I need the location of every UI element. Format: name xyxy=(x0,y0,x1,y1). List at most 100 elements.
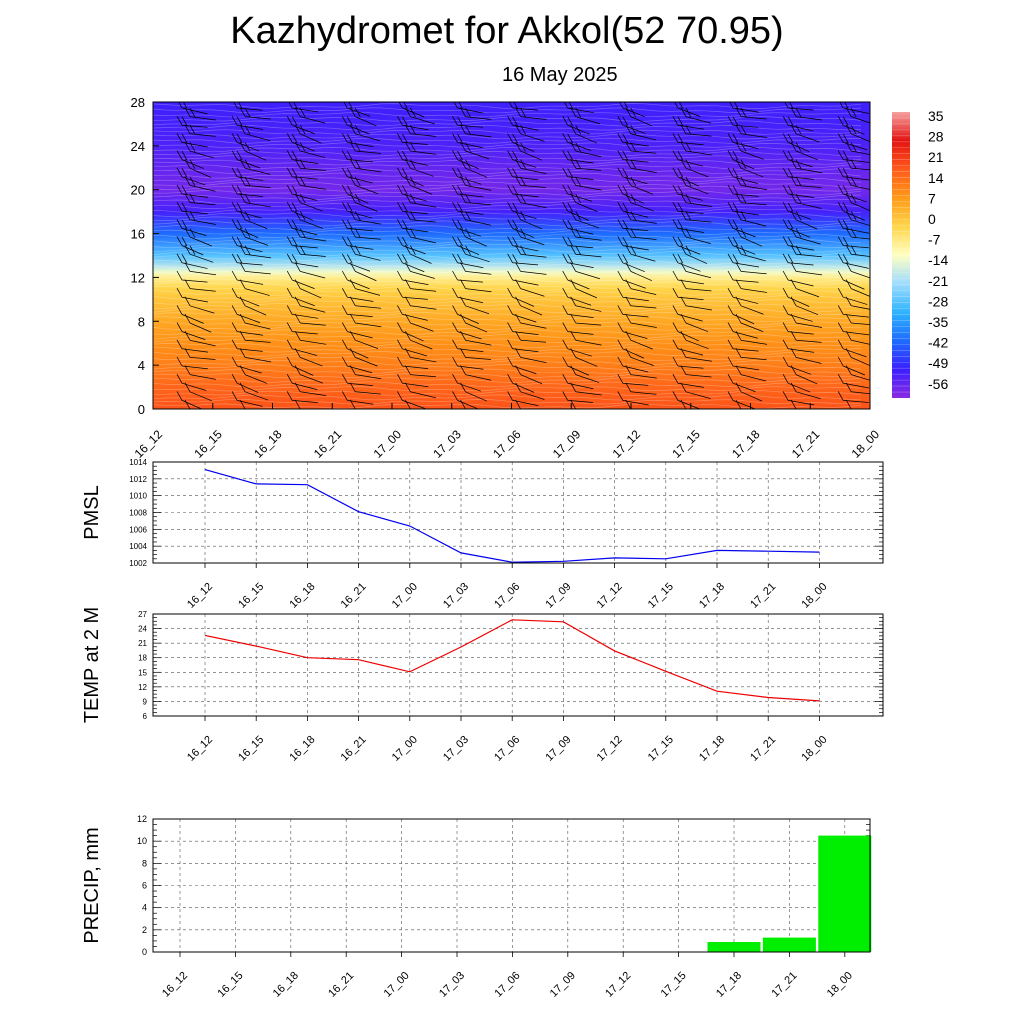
wind-barb-shaft xyxy=(465,236,487,247)
wind-barb-flag xyxy=(410,176,416,187)
wind-barb-shaft xyxy=(300,185,327,190)
wind-barb-shaft xyxy=(520,167,547,174)
isotherm-contour xyxy=(153,255,862,262)
wind-barb-flag xyxy=(740,125,747,135)
wind-barb-flag xyxy=(452,322,458,332)
wind-barb-shaft xyxy=(465,253,490,263)
wind-barb-shaft xyxy=(410,219,436,223)
wind-barb-shaft xyxy=(575,167,602,171)
wind-barb-flag xyxy=(782,253,789,263)
wind-barb-flag xyxy=(244,245,251,255)
wind-barb-flag xyxy=(405,399,411,409)
wind-barb-flag xyxy=(397,184,403,195)
wind-barb-flag xyxy=(349,296,356,306)
wind-barb-flag xyxy=(567,116,574,126)
wind-barb-flag xyxy=(402,219,408,230)
wind-barb-flag xyxy=(622,254,629,264)
wind-barb-shaft xyxy=(181,262,208,269)
y-tick-label: 0 xyxy=(142,947,147,957)
wind-barb-shaft xyxy=(292,314,319,319)
wind-barb-flag xyxy=(727,339,734,349)
wind-barb-flag xyxy=(790,124,797,134)
wind-barb-flag xyxy=(231,322,238,332)
wind-barb-flag xyxy=(405,382,411,392)
wind-barb-flag xyxy=(842,254,849,264)
wind-barb-flag xyxy=(465,125,471,135)
wind-barb-flag xyxy=(512,168,518,178)
wind-barb-shaft xyxy=(630,116,653,127)
x-tick-label: 17_18 xyxy=(697,734,727,764)
wind-barb-shaft xyxy=(795,391,821,400)
wind-barb-flag xyxy=(685,211,692,221)
wind-barb-flag xyxy=(567,202,574,212)
wind-barb-flag xyxy=(238,102,243,109)
wind-barb-flag xyxy=(176,236,183,246)
wind-barb-shaft xyxy=(685,253,708,264)
isotherm-contour xyxy=(153,233,862,240)
wind-barb-flag xyxy=(740,228,747,238)
plot-area xyxy=(153,614,883,716)
x-tick-label: 16_21 xyxy=(339,734,369,764)
wind-barb-flag xyxy=(782,150,789,160)
wind-barb-shaft xyxy=(181,193,208,198)
wind-barb-shaft xyxy=(685,116,711,124)
wind-barb-flag xyxy=(837,270,844,281)
wind-barb-flag xyxy=(837,150,844,160)
wind-barb-flag xyxy=(790,245,797,255)
wind-barb-flag xyxy=(294,193,301,203)
wind-barb-flag xyxy=(236,133,243,144)
wind-barb-shaft xyxy=(851,305,870,310)
wind-barb-shaft xyxy=(300,374,323,384)
wind-barb-shaft xyxy=(788,279,814,287)
wind-barb-flag xyxy=(460,159,466,169)
wind-barb-flag xyxy=(680,331,687,341)
wind-barb-flag xyxy=(515,245,521,255)
wind-barb-flag xyxy=(839,102,844,109)
wind-barb-flag xyxy=(405,107,411,117)
wind-barb-flag xyxy=(790,313,797,324)
wind-barb-shaft xyxy=(520,322,547,329)
wind-barb-flag xyxy=(625,176,632,186)
wind-barb-shaft xyxy=(732,365,760,371)
y-tick-label: 12 xyxy=(137,814,147,824)
wind-barb-shaft xyxy=(843,314,869,318)
wind-barb-flag xyxy=(735,348,742,358)
wind-barb-shaft xyxy=(732,124,759,128)
wind-barb-flag xyxy=(562,236,569,246)
wind-barb-flag xyxy=(507,305,513,315)
wind-barb-flag xyxy=(837,167,844,177)
wind-barb-shaft xyxy=(457,124,483,128)
wind-barb-shaft xyxy=(622,365,649,373)
wind-barb-flag xyxy=(184,296,191,306)
isotherm-contour xyxy=(153,324,862,331)
wind-barb-shaft xyxy=(630,271,653,282)
wind-barb-shaft xyxy=(457,348,484,352)
wind-barb-flag xyxy=(567,219,574,230)
wind-barb-flag xyxy=(622,116,629,126)
isotherm-contour xyxy=(153,185,862,192)
wind-barb-flag xyxy=(341,288,348,298)
wind-barb-flag xyxy=(402,185,408,195)
wind-barb-shaft xyxy=(410,305,437,310)
wind-barb-flag xyxy=(299,176,306,187)
wind-barb-flag xyxy=(184,262,191,272)
wind-barb-flag xyxy=(567,185,574,195)
wind-barb-flag xyxy=(397,356,403,367)
wind-barb-flag xyxy=(410,142,416,152)
wind-barb-flag xyxy=(452,167,458,177)
wind-barb-flag xyxy=(795,125,802,135)
wind-barb-shaft xyxy=(355,116,377,127)
wind-barb-flag xyxy=(349,141,356,152)
wind-barb-flag xyxy=(630,211,637,221)
wind-barb-flag xyxy=(184,210,191,220)
x-tick-label: 17_15 xyxy=(646,581,676,611)
wind-barb-flag xyxy=(189,125,196,135)
wind-barb-flag xyxy=(341,219,348,229)
wind-barb-shaft xyxy=(630,374,657,379)
wind-barb-shaft xyxy=(740,305,764,315)
wind-barb-flag xyxy=(845,124,852,134)
x-tick-label: 17_03 xyxy=(437,970,467,1000)
wind-barb-shaft xyxy=(402,279,429,285)
wind-barb-flag xyxy=(570,365,577,375)
wind-barb-flag xyxy=(845,365,852,375)
